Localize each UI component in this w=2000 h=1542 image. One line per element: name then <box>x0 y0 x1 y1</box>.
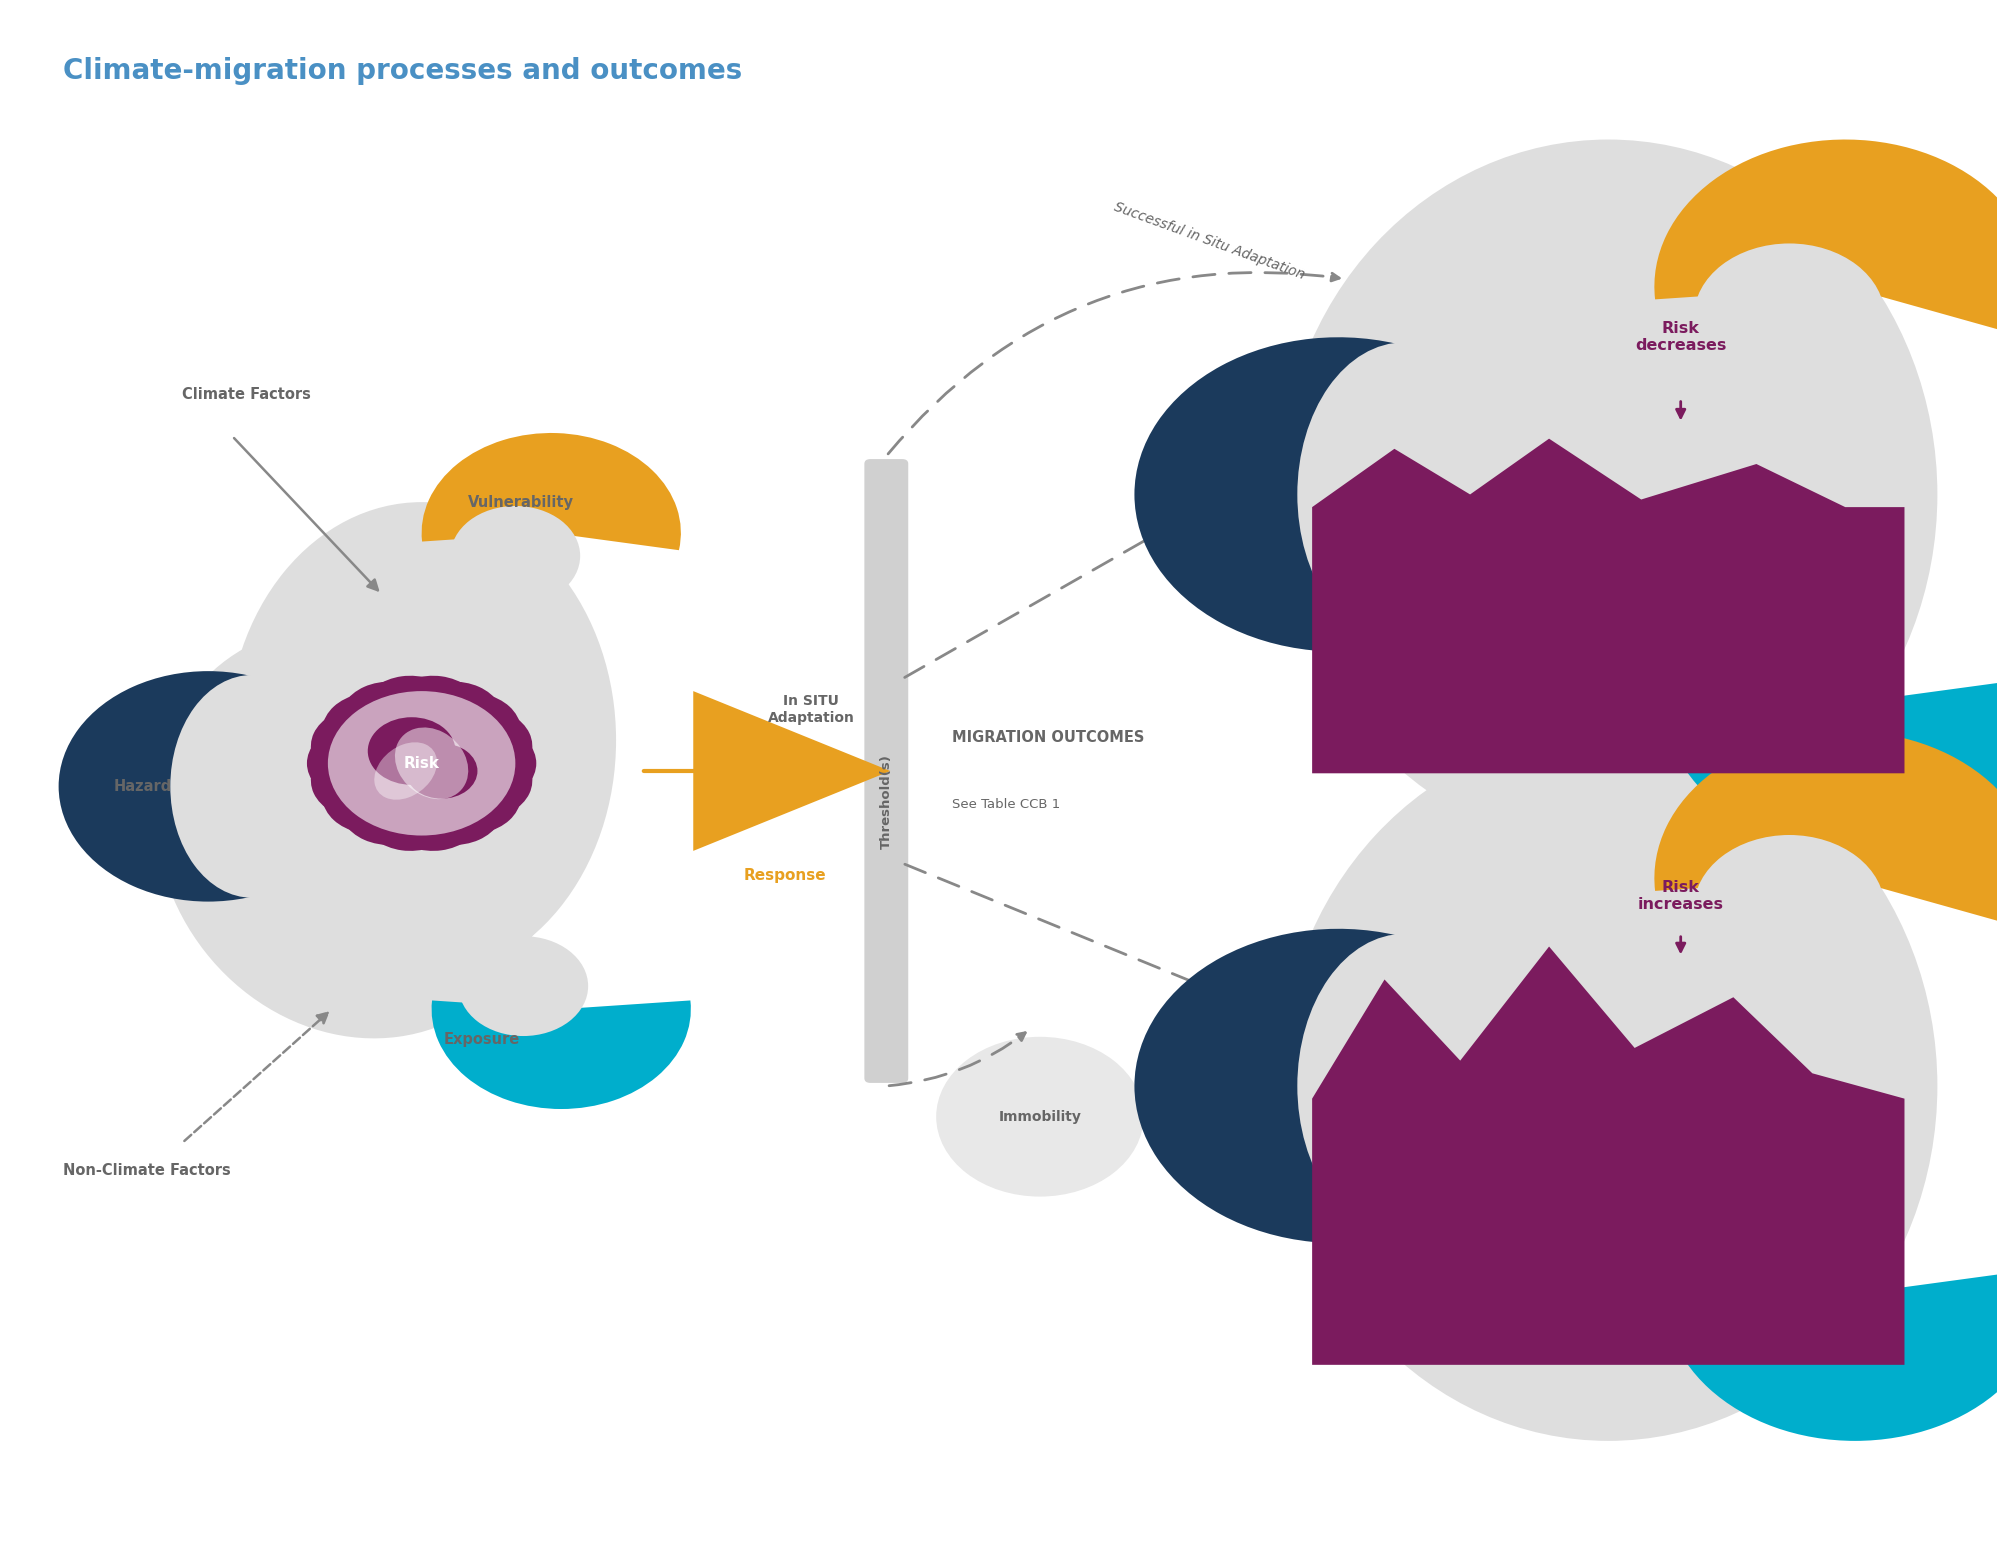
Wedge shape <box>422 433 680 550</box>
Wedge shape <box>1664 677 2000 850</box>
Text: MIGRATION OUTCOMES: MIGRATION OUTCOMES <box>952 729 1144 745</box>
Text: Immobility: Immobility <box>998 1110 1082 1124</box>
Ellipse shape <box>458 936 588 1036</box>
Circle shape <box>328 691 516 836</box>
FancyArrowPatch shape <box>904 864 1286 1021</box>
Ellipse shape <box>322 691 522 836</box>
FancyBboxPatch shape <box>864 460 908 1082</box>
Polygon shape <box>1312 947 1904 1365</box>
Ellipse shape <box>450 506 580 606</box>
Ellipse shape <box>154 626 548 1038</box>
Text: See Table CCB 1: See Table CCB 1 <box>952 799 1060 811</box>
Ellipse shape <box>1298 934 1512 1238</box>
Polygon shape <box>1312 438 1904 773</box>
Ellipse shape <box>336 682 508 845</box>
Ellipse shape <box>1694 244 1884 390</box>
Text: Threshold(s): Threshold(s) <box>880 754 892 850</box>
Ellipse shape <box>1280 139 1938 850</box>
Wedge shape <box>432 1001 690 1109</box>
Ellipse shape <box>1298 342 1512 646</box>
Wedge shape <box>58 671 282 902</box>
Text: Climate-migration processes and outcomes: Climate-migration processes and outcomes <box>62 57 742 85</box>
Ellipse shape <box>1280 731 1938 1440</box>
Ellipse shape <box>228 503 616 979</box>
Text: Non-Climate Factors: Non-Climate Factors <box>62 1163 230 1178</box>
Ellipse shape <box>310 702 532 825</box>
Wedge shape <box>1134 338 1408 652</box>
Ellipse shape <box>170 675 334 897</box>
Wedge shape <box>1654 731 2000 928</box>
Ellipse shape <box>322 691 522 836</box>
Wedge shape <box>1134 928 1408 1243</box>
Text: Climate Factors: Climate Factors <box>182 387 312 402</box>
Ellipse shape <box>336 682 508 845</box>
FancyArrowPatch shape <box>890 1033 1026 1086</box>
Text: Risk
decreases: Risk decreases <box>1636 321 1726 353</box>
Text: Response: Response <box>744 868 826 884</box>
Polygon shape <box>694 691 890 851</box>
Ellipse shape <box>1704 598 1894 745</box>
Ellipse shape <box>346 675 498 851</box>
Text: Exposure: Exposure <box>444 1033 520 1047</box>
Ellipse shape <box>306 706 536 820</box>
Ellipse shape <box>346 675 498 851</box>
Text: Successful in Situ Adaptation: Successful in Situ Adaptation <box>1112 200 1306 282</box>
Ellipse shape <box>374 742 438 800</box>
Text: Risk: Risk <box>404 756 440 771</box>
FancyArrowPatch shape <box>1156 1096 1286 1116</box>
Text: In SITU
Adaptation: In SITU Adaptation <box>768 694 854 725</box>
FancyArrowPatch shape <box>888 273 1340 453</box>
Text: Risk
increases: Risk increases <box>1638 879 1724 911</box>
Text: Hazard: Hazard <box>114 779 172 794</box>
Circle shape <box>936 1036 1144 1197</box>
Wedge shape <box>1664 1269 2000 1440</box>
Ellipse shape <box>310 702 532 825</box>
Circle shape <box>368 717 456 785</box>
Ellipse shape <box>394 728 468 799</box>
Wedge shape <box>1654 139 2000 336</box>
Ellipse shape <box>1704 1190 1894 1337</box>
Text: Vulnerability: Vulnerability <box>468 495 574 509</box>
FancyArrowPatch shape <box>904 460 1288 677</box>
Ellipse shape <box>1694 834 1884 982</box>
Circle shape <box>406 743 478 799</box>
